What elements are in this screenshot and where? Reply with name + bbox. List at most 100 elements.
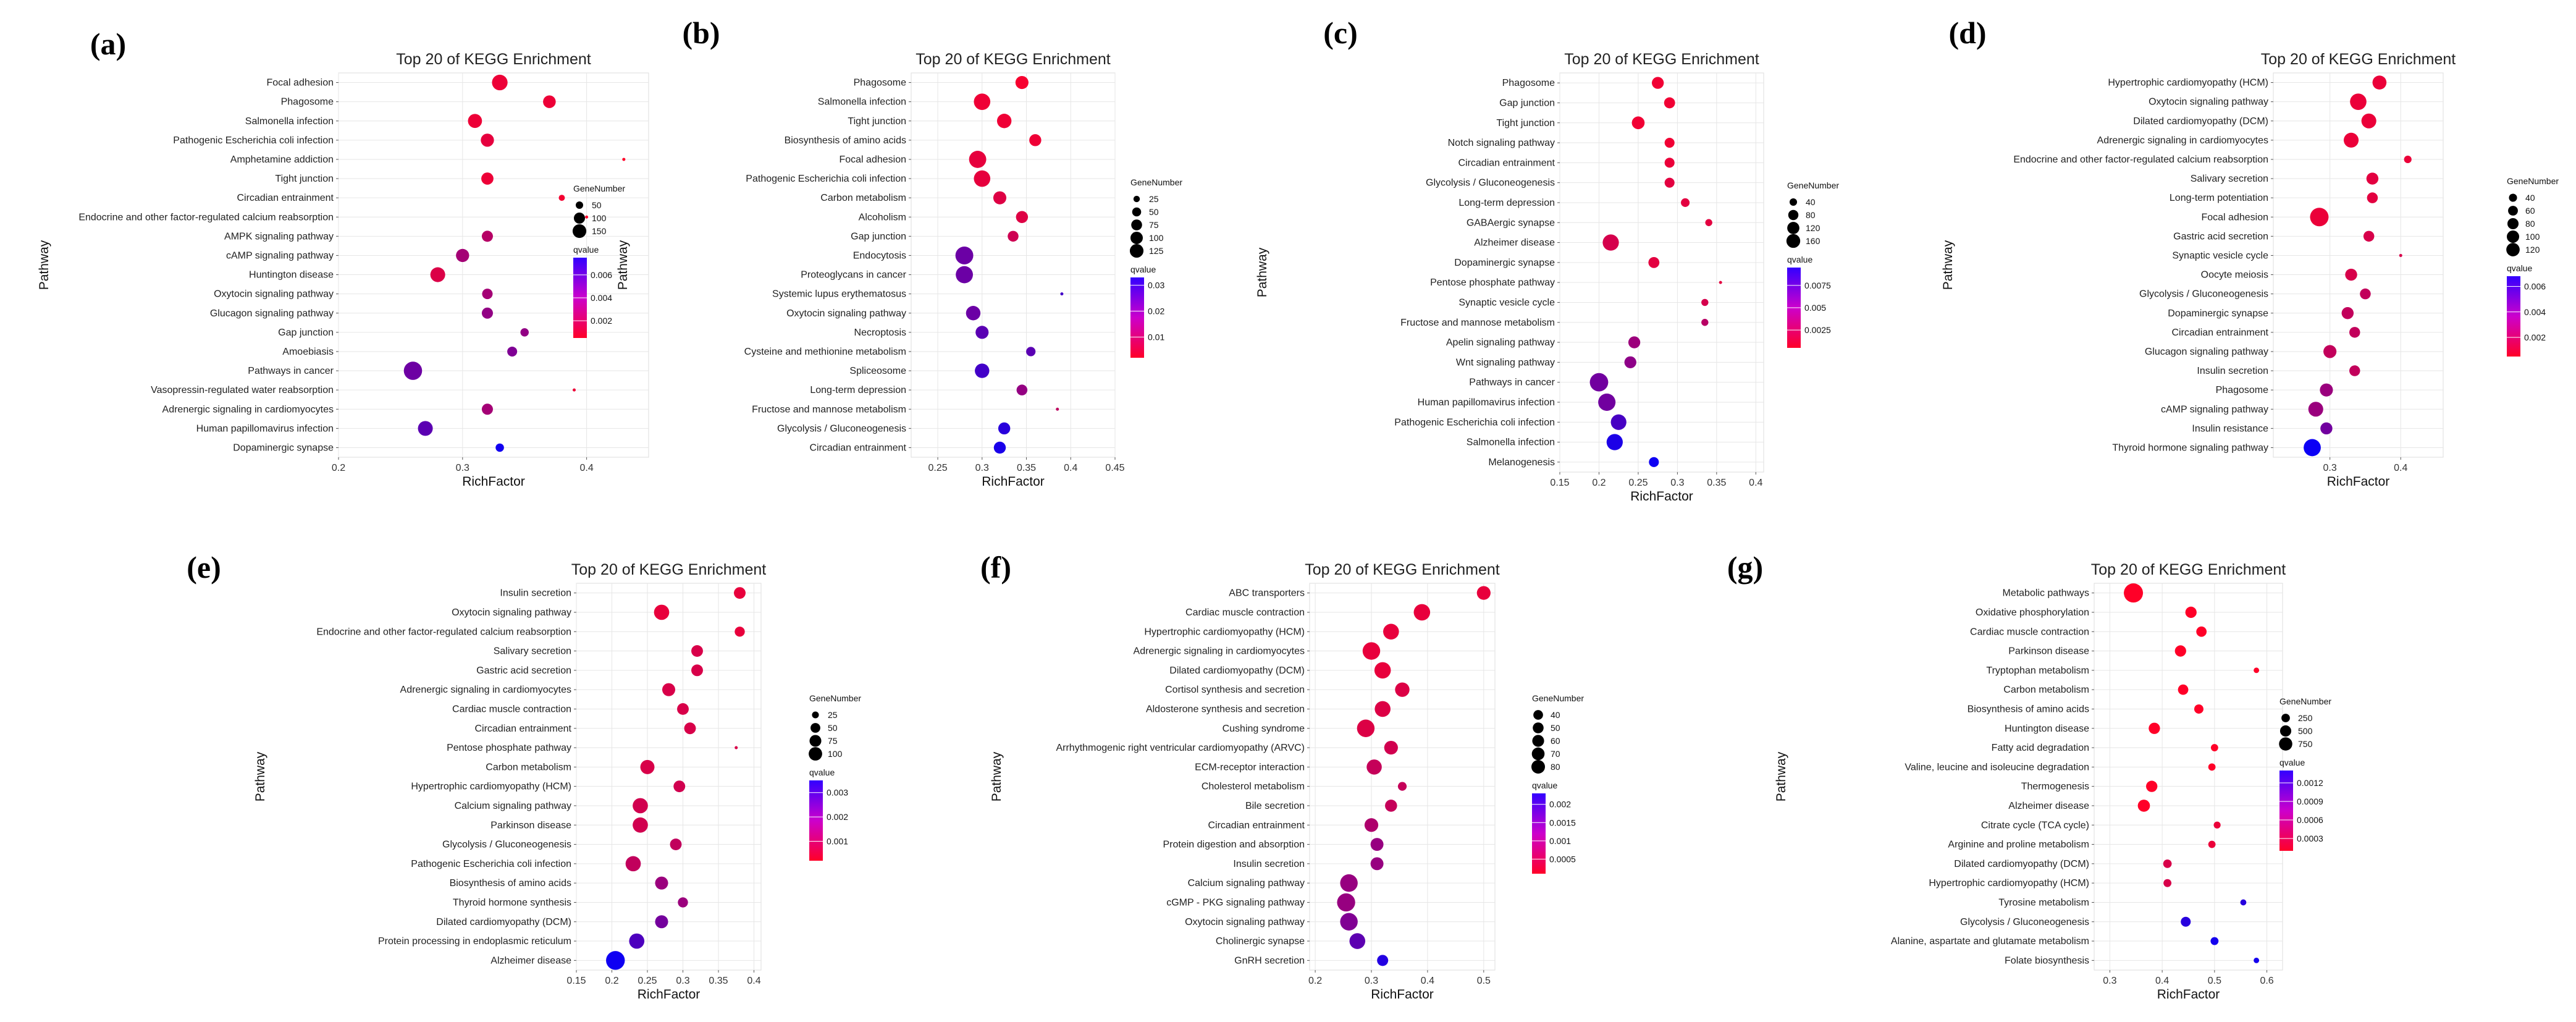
data-point (507, 346, 518, 357)
y-axis-label: Pathway (1941, 240, 1955, 290)
color-legend-label: 0.0075 (1804, 281, 1831, 290)
size-legend-label: 40 (1551, 710, 1560, 720)
data-point (481, 307, 493, 319)
x-tick-label: 0.3 (676, 976, 689, 986)
y-tick-label: Insulin resistance (2192, 423, 2268, 434)
y-axis-label: Pathway (37, 240, 51, 290)
x-tick-label: 0.2 (605, 976, 618, 986)
y-tick-label: Thermogenesis (2021, 782, 2089, 792)
y-tick-label: Tryptophan metabolism (1986, 665, 2089, 676)
data-point (2361, 113, 2376, 129)
y-tick-label: Circadian entrainment (1458, 158, 1555, 168)
data-point (1664, 158, 1675, 168)
y-axis-label: Pathway (616, 240, 630, 290)
panel-label: (b) (682, 15, 720, 50)
data-point (2194, 704, 2203, 714)
y-tick-label: Gap junction (1499, 98, 1555, 108)
y-tick-label: Pentose phosphate pathway (447, 743, 571, 753)
data-point (495, 443, 504, 452)
y-tick-label: Protein processing in endoplasmic reticu… (378, 936, 571, 947)
y-tick-label: Cushing syndrome (1223, 724, 1305, 734)
data-point (1374, 662, 1391, 679)
y-tick-label: Calcium signaling pathway (455, 801, 571, 811)
y-axis-label: Pathway (1255, 247, 1269, 297)
data-point (691, 645, 703, 657)
data-point (2360, 288, 2371, 300)
color-legend-bar (1130, 277, 1144, 358)
x-tick-label: 0.3 (456, 463, 469, 473)
size-legend-title: GeneNumber (1130, 177, 1182, 187)
plot-area (1559, 72, 1764, 473)
data-point (1648, 256, 1660, 268)
y-tick-label: Hypertrophic cardiomyopathy (HCM) (1144, 627, 1305, 637)
data-point (1681, 198, 1690, 207)
size-legend-dot (1130, 232, 1143, 244)
data-point (2344, 132, 2359, 148)
data-point (2149, 722, 2160, 734)
size-legend-label: 750 (2298, 739, 2313, 749)
y-tick-label: Tyrosine metabolism (1998, 897, 2089, 908)
color-legend-label: 0.0012 (2297, 778, 2323, 788)
size-legend-label: 60 (1551, 736, 1560, 746)
data-point (684, 722, 696, 735)
chart-title: Top 20 of KEGG Enrichment (396, 51, 591, 68)
size-legend-label: 80 (1551, 762, 1560, 772)
data-point (1008, 230, 1019, 242)
y-tick-label: Systemic lupus erythematosus (772, 289, 906, 300)
data-point (2366, 172, 2379, 185)
color-legend-label: 0.001 (827, 836, 848, 846)
data-point (996, 114, 1012, 129)
size-legend-dot (2509, 193, 2517, 202)
y-tick-label: Citrate cycle (TCA cycle) (1981, 820, 2089, 830)
y-axis-label: Pathway (990, 751, 1004, 801)
data-point (655, 876, 668, 890)
data-point (1602, 234, 1619, 251)
size-legend-dot (1532, 735, 1544, 747)
y-tick-label: Alanine, aspartate and glutamate metabol… (1891, 936, 2089, 947)
data-point (606, 951, 625, 970)
y-tick-label: Glycolysis / Gluconeogenesis (777, 423, 906, 434)
data-point (1664, 138, 1675, 148)
data-point (622, 158, 626, 161)
x-tick-label: 0.3 (1365, 976, 1378, 986)
data-point (1589, 373, 1609, 392)
y-tick-label: Parkinson disease (490, 820, 571, 830)
size-legend-dot (1132, 207, 1142, 217)
y-tick-label: Carbon metabolism (820, 193, 906, 203)
y-tick-label: Salmonella infection (245, 116, 334, 127)
y-tick-label: Insulin secretion (1233, 859, 1305, 869)
x-tick-label: 0.35 (1707, 478, 1726, 488)
x-tick-label: 0.6 (2260, 976, 2273, 986)
y-tick-label: Endocrine and other factor-regulated cal… (2013, 154, 2268, 165)
size-legend-label: 80 (1806, 210, 1816, 220)
size-legend-dot (1131, 219, 1142, 230)
data-point (2323, 345, 2337, 358)
x-tick-label: 0.2 (332, 463, 345, 473)
size-legend-dot (810, 723, 820, 733)
x-tick-label: 0.35 (1017, 463, 1036, 473)
size-legend-label: 100 (1149, 233, 1164, 243)
data-point (734, 587, 746, 599)
data-point (585, 215, 589, 219)
x-tick-label: 0.35 (709, 976, 728, 986)
size-legend-label: 50 (1149, 207, 1159, 217)
y-tick-label: Human papillomavirus infection (1418, 397, 1555, 408)
y-tick-label: Adrenergic signaling in cardiomyocytes (2097, 135, 2268, 146)
data-point (2213, 821, 2221, 829)
y-tick-label: Dilated cardiomyopathy (DCM) (1954, 859, 2089, 869)
size-legend-label: 100 (592, 213, 607, 223)
y-tick-label: Valine, leucine and isoleucine degradati… (1905, 762, 2089, 772)
y-tick-label: Endocrine and other factor-regulated cal… (78, 212, 334, 222)
data-point (1377, 955, 1389, 966)
y-axis-label: Pathway (253, 751, 267, 801)
data-point (1383, 623, 1399, 640)
y-tick-label: Pathways in cancer (248, 366, 334, 376)
size-legend-dot (1789, 198, 1798, 206)
data-point (955, 246, 974, 264)
size-legend-dot (2508, 206, 2518, 216)
y-tick-label: Hypertrophic cardiomyopathy (HCM) (411, 782, 571, 792)
data-point (520, 328, 529, 337)
data-point (974, 170, 991, 187)
data-point (2146, 780, 2158, 792)
